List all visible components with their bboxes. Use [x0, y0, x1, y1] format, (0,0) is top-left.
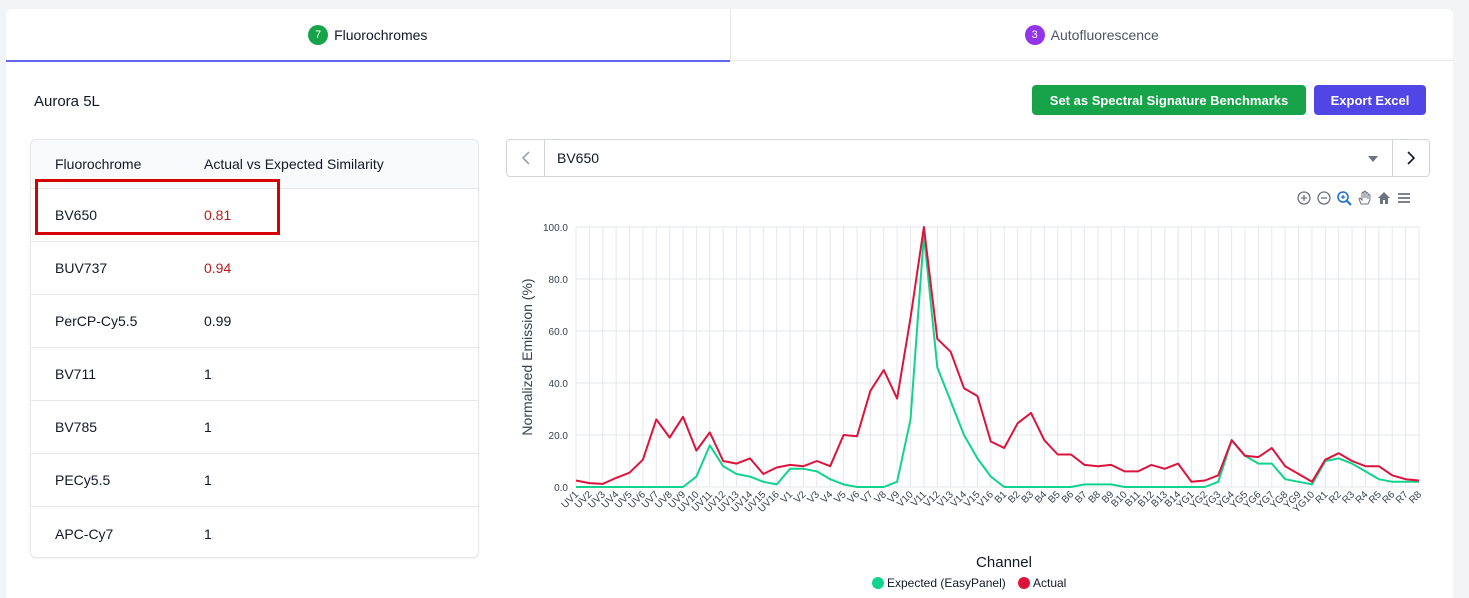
zoom-out-icon[interactable] — [1316, 190, 1332, 206]
next-button[interactable] — [1392, 139, 1430, 177]
fluorochrome-name: APC-Cy7 — [55, 525, 114, 542]
caret-down-icon — [1368, 156, 1378, 162]
fluorochrome-name: BV711 — [55, 366, 96, 382]
chevron-right-icon — [1407, 151, 1416, 165]
legend-label: Actual — [1033, 576, 1066, 590]
similarity-value: 1 — [204, 525, 212, 542]
chevron-left-icon — [521, 151, 530, 165]
fluorochrome-name: PerCP-Cy5.5 — [55, 313, 138, 329]
y-tick-label: 100.0 — [543, 223, 568, 234]
y-tick-label: 60.0 — [549, 327, 569, 338]
column-header: Actual vs Expected Similarity — [204, 156, 384, 172]
series-line-expected — [576, 233, 1419, 488]
select-value: BV650 — [557, 150, 600, 166]
count-badge: 3 — [1024, 25, 1045, 45]
y-tick-label: 0.0 — [554, 483, 568, 494]
fluorochrome-name: BV650 — [55, 207, 98, 223]
tab-label: Fluorochromes — [334, 27, 428, 43]
instrument-title: Aurora 5L — [34, 93, 100, 110]
similarity-value: 0.81 — [204, 207, 232, 223]
similarity-table: Fluorochrome Actual vs Expected Similari… — [30, 139, 479, 558]
table-row[interactable]: BV650 0.81 — [31, 189, 478, 242]
tab-fluorochromes[interactable]: 7 Fluorochromes — [6, 9, 730, 62]
y-axis-label: Normalized Emission (%) — [519, 278, 535, 435]
table-row[interactable]: BUV737 0.94 — [31, 242, 478, 295]
tab-label: Autofluorescence — [1050, 27, 1159, 43]
legend-marker — [872, 577, 884, 589]
emission-chart: 0.020.040.060.080.0100.0UV1UV2UV3UV4UV5U… — [519, 223, 1424, 590]
export-excel-button[interactable]: Export Excel — [1314, 85, 1426, 115]
x-tick-label: R8 — [1407, 489, 1424, 506]
table-row[interactable]: BV785 1 — [31, 401, 478, 454]
chart-toolbar — [1296, 190, 1412, 206]
main-card: 7 Fluorochromes 3 Autofluorescence Auror… — [6, 9, 1453, 598]
set-benchmark-button[interactable]: Set as Spectral Signature Benchmarks — [1032, 85, 1306, 115]
legend-label: Expected (EasyPanel) — [887, 576, 1006, 590]
y-tick-label: 40.0 — [549, 379, 569, 390]
legend-marker — [1018, 577, 1030, 589]
table-header: Fluorochrome Actual vs Expected Similari… — [31, 140, 478, 189]
similarity-value: 1 — [204, 419, 212, 435]
table-row[interactable]: PECy5.5 1 — [31, 454, 478, 507]
x-axis-label: Channel — [976, 554, 1032, 571]
fluorochrome-select[interactable]: BV650 — [544, 139, 1393, 177]
table-row[interactable]: APC-Cy7 1 — [31, 507, 478, 557]
y-tick-label: 80.0 — [549, 275, 569, 286]
similarity-value: 1 — [204, 472, 212, 488]
y-tick-label: 20.0 — [549, 431, 569, 442]
menu-icon[interactable] — [1396, 190, 1412, 206]
fluorochrome-name: BUV737 — [55, 260, 108, 276]
similarity-value: 0.94 — [204, 260, 232, 276]
series-line-actual — [575, 226, 1420, 485]
pan-hand-icon[interactable] — [1356, 190, 1372, 206]
table-row[interactable]: PerCP-Cy5.5 0.99 — [31, 295, 478, 348]
count-badge: 7 — [308, 25, 329, 45]
fluorochrome-name: BV785 — [55, 419, 98, 435]
table-row[interactable]: BV711 1 — [31, 348, 478, 401]
zoom-selection-icon[interactable] — [1336, 190, 1352, 206]
home-icon[interactable] — [1376, 190, 1392, 206]
similarity-value: 1 — [204, 366, 212, 382]
similarity-value: 0.99 — [204, 313, 232, 329]
zoom-in-icon[interactable] — [1296, 190, 1312, 206]
tab-autofluorescence[interactable]: 3 Autofluorescence — [729, 9, 1454, 61]
tab-bar: 7 Fluorochromes 3 Autofluorescence — [6, 9, 1454, 62]
column-header: Fluorochrome — [55, 156, 142, 172]
previous-button[interactable] — [506, 139, 545, 177]
fluorochrome-name: PECy5.5 — [55, 472, 111, 488]
